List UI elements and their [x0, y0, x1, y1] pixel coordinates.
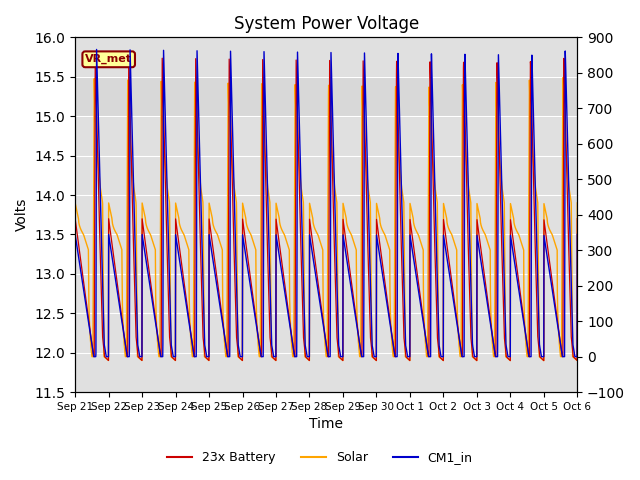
Bar: [75, 77, 577, 116]
X-axis label: Time: Time: [309, 418, 343, 432]
Text: VR_met: VR_met: [85, 54, 132, 64]
Title: System Power Voltage: System Power Voltage: [234, 15, 419, 33]
Legend: 23x Battery, Solar, CM1_in: 23x Battery, Solar, CM1_in: [163, 446, 477, 469]
Y-axis label: Volts: Volts: [15, 198, 29, 231]
